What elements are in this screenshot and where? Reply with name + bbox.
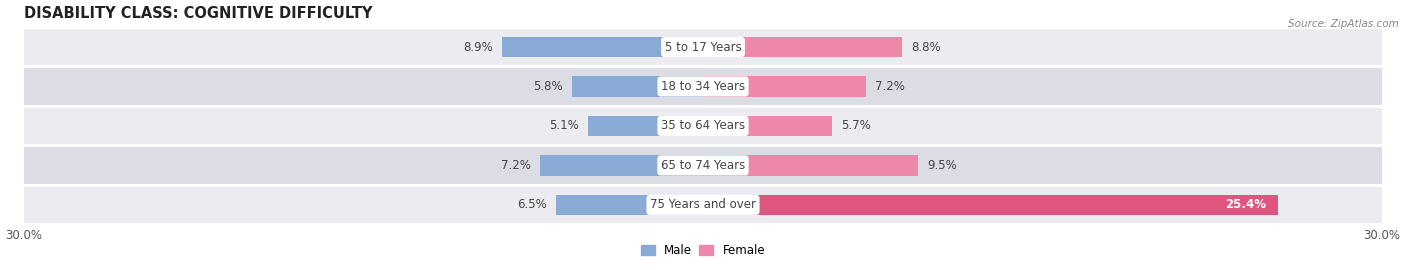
Text: 65 to 74 Years: 65 to 74 Years: [661, 159, 745, 172]
Text: 35 to 64 Years: 35 to 64 Years: [661, 119, 745, 133]
Legend: Male, Female: Male, Female: [636, 240, 770, 262]
Bar: [588, 116, 703, 136]
Text: 6.5%: 6.5%: [517, 198, 547, 211]
Bar: [24, 108, 1382, 144]
Bar: [24, 187, 1382, 223]
Bar: [703, 116, 832, 136]
Bar: [703, 37, 903, 57]
Text: 75 Years and over: 75 Years and over: [650, 198, 756, 211]
Text: DISABILITY CLASS: COGNITIVE DIFFICULTY: DISABILITY CLASS: COGNITIVE DIFFICULTY: [24, 6, 373, 21]
Text: 5.8%: 5.8%: [533, 80, 562, 93]
Text: 8.9%: 8.9%: [463, 40, 492, 53]
Text: 9.5%: 9.5%: [927, 159, 957, 172]
Bar: [24, 29, 1382, 65]
Bar: [24, 147, 1382, 184]
Text: 5.7%: 5.7%: [841, 119, 870, 133]
Text: 7.2%: 7.2%: [875, 80, 905, 93]
Bar: [24, 68, 1382, 105]
Text: 5 to 17 Years: 5 to 17 Years: [665, 40, 741, 53]
Text: 5.1%: 5.1%: [548, 119, 578, 133]
Bar: [703, 76, 866, 97]
Text: 7.2%: 7.2%: [501, 159, 531, 172]
Text: 18 to 34 Years: 18 to 34 Years: [661, 80, 745, 93]
Bar: [502, 37, 703, 57]
Bar: [703, 155, 918, 176]
Bar: [555, 195, 703, 215]
Bar: [540, 155, 703, 176]
Text: 8.8%: 8.8%: [911, 40, 941, 53]
Text: Source: ZipAtlas.com: Source: ZipAtlas.com: [1288, 19, 1399, 29]
Text: 25.4%: 25.4%: [1226, 198, 1267, 211]
Bar: [572, 76, 703, 97]
Bar: [703, 195, 1278, 215]
